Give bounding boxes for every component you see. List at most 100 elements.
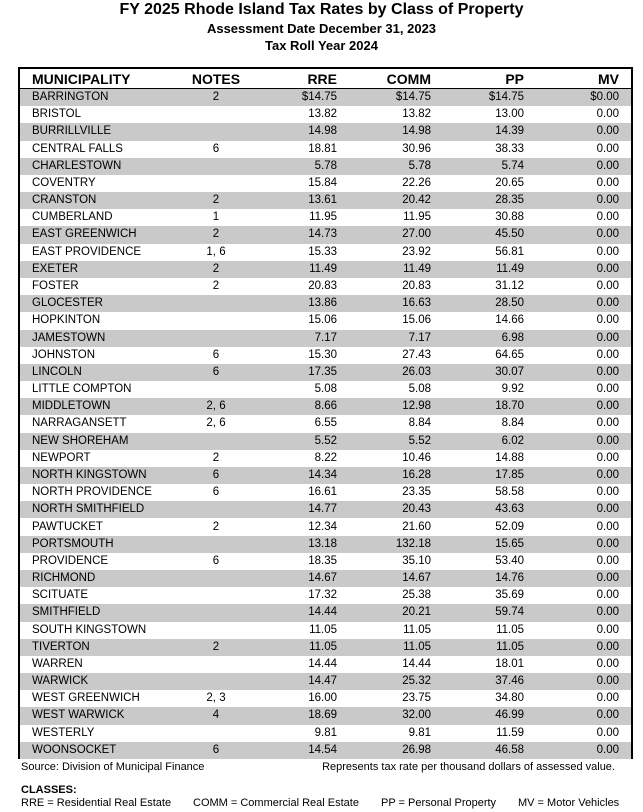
- table-row: EXETER 2 11.49 11.49 11.49 0.00: [20, 260, 631, 278]
- cell: 35.10: [402, 554, 431, 567]
- cell: 0.00: [596, 400, 619, 413]
- cell: 37.46: [495, 675, 524, 688]
- cell: 11.05: [403, 623, 431, 636]
- cell: 12.34: [308, 520, 337, 533]
- cell: 25.32: [402, 675, 431, 688]
- cell: 10.46: [402, 451, 431, 464]
- table-row: NORTH KINGSTOWN 6 14.34 16.28 17.85 0.00: [20, 466, 631, 485]
- cell: 5.74: [501, 159, 524, 172]
- cell: WARWICK: [32, 675, 89, 688]
- cell: LINCOLN: [32, 365, 82, 378]
- column-header: MUNICIPALITY: [32, 71, 131, 87]
- cell: 2, 6: [206, 400, 226, 413]
- table-row: BARRINGTON 2 $14.75 $14.75 $14.75 $0.00: [20, 89, 631, 107]
- cell: 27.43: [402, 348, 431, 361]
- cell: 0.00: [596, 279, 619, 292]
- cell: 23.35: [402, 486, 431, 499]
- cell: 18.01: [495, 657, 524, 670]
- table-row: JOHNSTON 6 15.30 27.43 64.65 0.00: [20, 347, 631, 364]
- cell: 16.63: [402, 297, 431, 310]
- table-row: NEWPORT 2 8.22 10.46 14.88 0.00: [20, 450, 631, 467]
- cell: 0.00: [596, 709, 619, 722]
- cell: 32.00: [402, 709, 431, 722]
- cell: PORTSMOUTH: [32, 537, 114, 550]
- cell: SMITHFIELD: [32, 606, 101, 619]
- subtitle: Assessment Date December 31, 2023: [206, 21, 437, 36]
- column-header: PP: [505, 71, 524, 87]
- cell: COVENTRY: [32, 176, 96, 189]
- cell: 26.98: [402, 743, 431, 756]
- cell: 0.00: [596, 142, 619, 155]
- column-header: COMM: [386, 71, 431, 87]
- cell: 56.81: [495, 245, 524, 258]
- cell: 14.47: [308, 675, 337, 688]
- cell: 30.07: [495, 365, 524, 378]
- cell: 14.54: [308, 743, 337, 756]
- table-row: WESTERLY 9.81 9.81 11.59 0.00: [20, 725, 631, 742]
- cell: WEST GREENWICH: [32, 692, 140, 705]
- cell: EAST PROVIDENCE: [32, 245, 142, 258]
- cell: 0.00: [596, 606, 619, 619]
- cell: 31.12: [495, 279, 524, 292]
- table-row: RICHMOND 14.67 14.67 14.76 0.00: [20, 570, 631, 588]
- cell: 14.73: [308, 228, 337, 241]
- cell: 17.85: [495, 468, 524, 481]
- column-header: MV: [598, 71, 619, 87]
- cell: 46.58: [495, 743, 524, 756]
- cell: 6.98: [501, 331, 524, 344]
- cell: CHARLESTOWN: [32, 159, 122, 172]
- table-row: TIVERTON 2 11.05 11.05 11.05 0.00: [20, 638, 631, 656]
- cell: 0.00: [596, 194, 619, 207]
- cell: 7.17: [314, 331, 337, 344]
- cell: 22.26: [402, 176, 431, 189]
- cell: 1: [212, 211, 220, 224]
- cell: 11.05: [309, 623, 337, 636]
- cell: 5.08: [314, 383, 337, 396]
- cell: 28.35: [495, 194, 524, 207]
- cell: 6: [212, 365, 220, 378]
- cell: 6.02: [501, 434, 524, 447]
- table-row: NORTH PROVIDENCE 6 16.61 23.35 58.58 0.00: [20, 484, 631, 501]
- cell: 0.00: [596, 262, 619, 275]
- title: FY 2025 Rhode Island Tax Rates by Class …: [119, 1, 524, 18]
- table-row: COVENTRY 15.84 22.26 20.65 0.00: [20, 175, 631, 192]
- cell: 14.67: [402, 572, 431, 585]
- cell: LITTLE COMPTON: [32, 383, 132, 396]
- cell: 14.66: [495, 314, 524, 327]
- cell: 11.49: [309, 262, 337, 275]
- table-row: SOUTH KINGSTOWN 11.05 11.05 11.05 0.00: [20, 622, 631, 639]
- cell: 14.77: [308, 503, 337, 516]
- table-row: BRISTOL 13.82 13.82 13.00 0.00: [20, 106, 631, 123]
- cell: 53.40: [495, 554, 524, 567]
- table-row: SCITUATE 17.32 25.38 35.69 0.00: [20, 587, 631, 604]
- cell: JAMESTOWN: [32, 331, 106, 344]
- cell: 13.18: [308, 537, 337, 550]
- cell: 0.00: [596, 503, 619, 516]
- table-row: FOSTER 2 20.83 20.83 31.12 0.00: [20, 278, 631, 295]
- class-legend: MV = Motor Vehicles: [518, 797, 620, 809]
- header-rule: [20, 88, 631, 89]
- table-row: CHARLESTOWN 5.78 5.78 5.74 0.00: [20, 157, 631, 175]
- cell: 26.03: [402, 365, 431, 378]
- cell: 0.00: [596, 554, 619, 567]
- cell: CRANSTON: [32, 194, 97, 207]
- cell: 0.00: [596, 125, 619, 138]
- cell: 11.59: [496, 726, 524, 739]
- cell: BURRILLVILLE: [32, 125, 112, 138]
- cell: 15.06: [308, 314, 337, 327]
- cell: 2, 6: [206, 417, 226, 430]
- cell: 14.44: [308, 606, 337, 619]
- cell: 27.00: [402, 228, 431, 241]
- cell: 43.63: [495, 503, 524, 516]
- cell: 0.00: [596, 314, 619, 327]
- table-row: WOONSOCKET 6 14.54 26.98 46.58 0.00: [20, 741, 631, 759]
- column-header: RRE: [307, 71, 337, 87]
- cell: 14.98: [402, 125, 431, 138]
- table-row: GLOCESTER 13.86 16.63 28.50 0.00: [20, 295, 631, 313]
- cell: 0.00: [596, 623, 619, 636]
- cell: 17.35: [308, 365, 337, 378]
- source: Source: Division of Municipal Finance: [21, 761, 205, 773]
- cell: 13.61: [308, 194, 337, 207]
- cell: 0.00: [596, 245, 619, 258]
